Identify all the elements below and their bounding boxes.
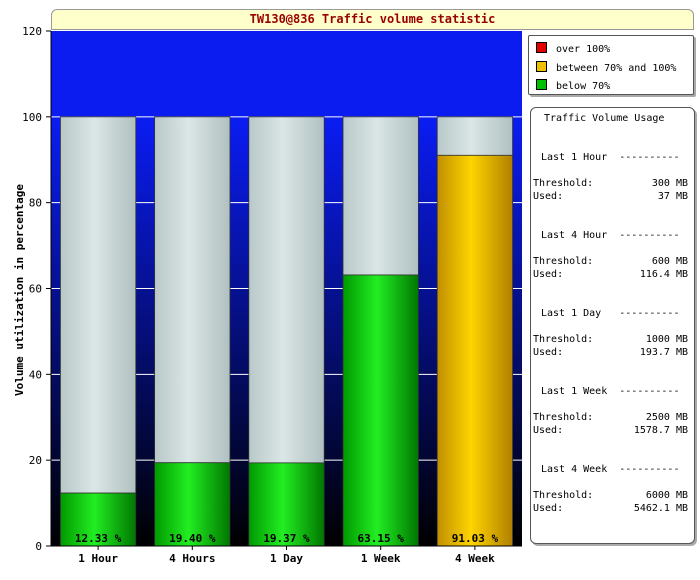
y-tick-label: 80 — [29, 197, 42, 210]
bar-used — [154, 462, 231, 547]
bar-remaining — [342, 116, 419, 276]
legend-item-between: between 70% and 100% — [536, 61, 677, 74]
legend: over 100% between 70% and 100% below 70% — [528, 35, 694, 95]
y-tick-label: 20 — [29, 454, 42, 467]
used-value: 193.7 MB — [639, 347, 688, 358]
threshold-row: Threshold: 1000 MB — [533, 334, 688, 347]
bar-value-label: 63.15 % — [358, 532, 405, 545]
used-value: 5462.1 MB — [633, 503, 688, 514]
used-label: Used: — [533, 191, 564, 202]
used-row: Used: 37 MB — [533, 191, 688, 204]
x-tick-label: 1 Hour — [78, 552, 118, 565]
red-swatch-icon — [536, 42, 547, 53]
legend-label: over 100% — [556, 44, 611, 55]
usage-group-head: Last 4 Hour ---------- — [541, 230, 680, 241]
bar-value-label: 12.33 % — [75, 532, 122, 545]
y-tick-label: 100 — [22, 111, 42, 124]
threshold-label: Threshold: — [533, 490, 594, 501]
usage-group-head: Last 1 Hour ---------- — [541, 152, 680, 163]
bar-remaining — [154, 116, 231, 464]
used-label: Used: — [533, 269, 564, 280]
threshold-value: 2500 MB — [645, 412, 688, 423]
legend-label: between 70% and 100% — [556, 63, 677, 74]
threshold-row: Threshold: 2500 MB — [533, 412, 688, 425]
legend-label: below 70% — [556, 81, 611, 92]
x-tick-label: 4 Week — [455, 552, 495, 565]
used-label: Used: — [533, 347, 564, 358]
bar-remaining — [248, 116, 325, 464]
usage-panel: Traffic Volume Usage Last 1 Hour -------… — [530, 107, 695, 544]
usage-group-head: Last 1 Week ---------- — [541, 386, 680, 397]
bar-value-label: 19.40 % — [169, 532, 216, 545]
y-tick-label: 60 — [29, 283, 42, 296]
used-value: 37 MB — [657, 191, 688, 202]
y-axis-label: Volume utilization in percentage — [13, 184, 26, 396]
bar-used — [60, 492, 137, 547]
threshold-row: Threshold: 6000 MB — [533, 490, 688, 503]
legend-item-below: below 70% — [536, 79, 611, 92]
bar-remaining — [60, 116, 137, 494]
used-label: Used: — [533, 503, 564, 514]
threshold-row: Threshold: 300 MB — [533, 178, 688, 191]
bar-used — [342, 274, 419, 547]
y-tick-label: 0 — [35, 540, 42, 553]
used-value: 116.4 MB — [639, 269, 688, 280]
x-tick-label: 4 Hours — [169, 552, 215, 565]
threshold-label: Threshold: — [533, 178, 594, 189]
bar-used — [248, 462, 325, 547]
usage-title: Traffic Volume Usage — [544, 113, 665, 124]
usage-group-head: Last 1 Day ---------- — [541, 308, 680, 319]
y-tick-label: 120 — [22, 25, 42, 38]
used-label: Used: — [533, 425, 564, 436]
threshold-label: Threshold: — [533, 334, 594, 345]
green-swatch-icon — [536, 79, 547, 90]
y-tick-label: 40 — [29, 368, 42, 381]
axes: 0 20 40 60 80 100 120 1 Hour 4 Hours 1 Day 1 Week 4… — [22, 25, 522, 565]
used-row: Used: 116.4 MB — [533, 269, 688, 282]
x-tick-label: 1 Day — [270, 552, 303, 565]
bar-value-label: 19.37 % — [263, 532, 310, 545]
used-value: 1578.7 MB — [633, 425, 688, 436]
usage-group-head: Last 4 Week ---------- — [541, 464, 680, 475]
bar-remaining — [436, 116, 513, 156]
threshold-value: 600 MB — [651, 256, 688, 267]
threshold-label: Threshold: — [533, 256, 594, 267]
threshold-row: Threshold: 600 MB — [533, 256, 688, 269]
legend-item-over: over 100% — [536, 42, 611, 55]
threshold-value: 300 MB — [651, 178, 688, 189]
used-row: Used: 193.7 MB — [533, 347, 688, 360]
bars: 12.33 % 19.40 % 19.37 % 63.15 % 91.03 % — [60, 116, 513, 547]
bar-value-label: 91.03 % — [452, 532, 499, 545]
threshold-label: Threshold: — [533, 412, 594, 423]
x-tick-label: 1 Week — [361, 552, 401, 565]
threshold-value: 1000 MB — [645, 334, 688, 345]
used-row: Used: 5462.1 MB — [533, 503, 688, 516]
bar-used — [436, 154, 513, 547]
used-row: Used: 1578.7 MB — [533, 425, 688, 438]
threshold-value: 6000 MB — [645, 490, 688, 501]
chart-title: TW130@836 Traffic volume statistic — [51, 9, 694, 30]
yellow-swatch-icon — [536, 61, 547, 72]
